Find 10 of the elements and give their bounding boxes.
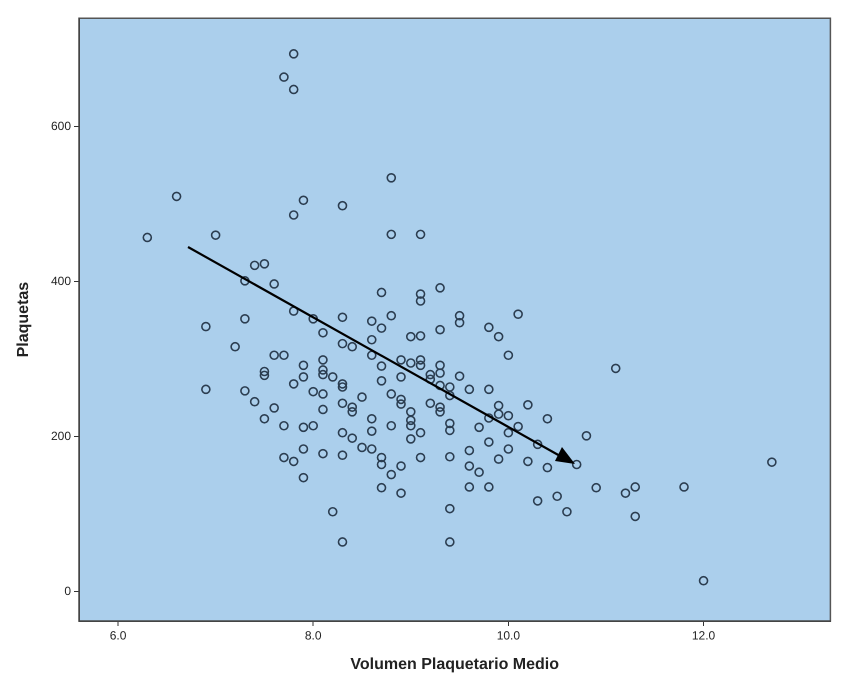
y-tick-label: 400 — [50, 274, 72, 288]
x-axis-title: Volumen Plaquetario Medio — [350, 656, 560, 673]
y-tick-label: 600 — [50, 118, 72, 133]
y-tick-label: 200 — [50, 428, 72, 443]
x-tick-label: 10.0 — [496, 628, 520, 643]
y-axis-title: Plaquetas — [15, 282, 32, 358]
x-tick-label: 12.0 — [692, 628, 716, 643]
x-tick-label: 8.0 — [304, 628, 322, 643]
x-tick-label: 6.0 — [110, 628, 127, 643]
y-tick-label: 0 — [64, 584, 72, 598]
